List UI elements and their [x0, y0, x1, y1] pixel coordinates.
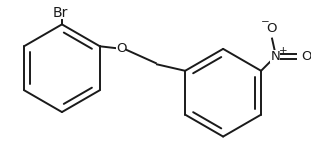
Text: O: O: [302, 50, 311, 63]
Text: O: O: [266, 22, 277, 35]
Text: O: O: [116, 42, 127, 55]
Text: +: +: [279, 46, 288, 56]
Text: Br: Br: [52, 6, 68, 20]
Text: N: N: [270, 50, 280, 63]
Text: −: −: [261, 17, 269, 28]
